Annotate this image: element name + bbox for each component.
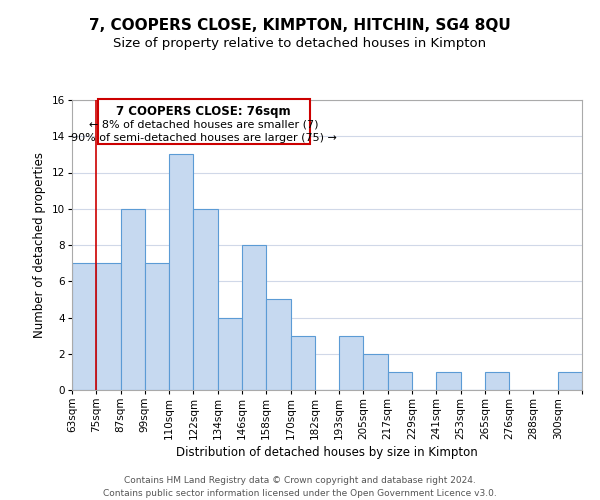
Text: 90% of semi-detached houses are larger (75) →: 90% of semi-detached houses are larger (… xyxy=(71,132,337,142)
Bar xyxy=(72,263,96,390)
Bar xyxy=(169,154,193,390)
Bar xyxy=(436,372,461,390)
Bar xyxy=(388,372,412,390)
Bar xyxy=(121,209,145,390)
Bar xyxy=(145,263,169,390)
Text: 7 COOPERS CLOSE: 76sqm: 7 COOPERS CLOSE: 76sqm xyxy=(116,106,291,118)
Bar xyxy=(290,336,315,390)
Bar xyxy=(193,209,218,390)
Bar xyxy=(485,372,509,390)
Y-axis label: Number of detached properties: Number of detached properties xyxy=(33,152,46,338)
Text: Contains HM Land Registry data © Crown copyright and database right 2024.
Contai: Contains HM Land Registry data © Crown c… xyxy=(103,476,497,498)
Bar xyxy=(558,372,582,390)
Text: ← 8% of detached houses are smaller (7): ← 8% of detached houses are smaller (7) xyxy=(89,119,319,129)
FancyBboxPatch shape xyxy=(97,99,310,144)
Bar xyxy=(218,318,242,390)
Bar xyxy=(266,300,290,390)
Bar xyxy=(339,336,364,390)
Bar xyxy=(96,263,121,390)
Bar xyxy=(364,354,388,390)
X-axis label: Distribution of detached houses by size in Kimpton: Distribution of detached houses by size … xyxy=(176,446,478,459)
Bar xyxy=(242,245,266,390)
Text: Size of property relative to detached houses in Kimpton: Size of property relative to detached ho… xyxy=(113,38,487,51)
Text: 7, COOPERS CLOSE, KIMPTON, HITCHIN, SG4 8QU: 7, COOPERS CLOSE, KIMPTON, HITCHIN, SG4 … xyxy=(89,18,511,32)
